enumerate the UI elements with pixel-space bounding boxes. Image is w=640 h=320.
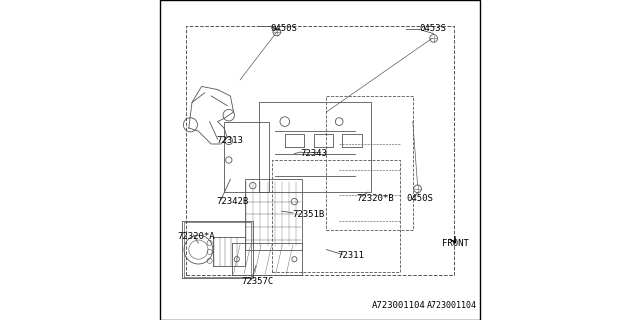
Text: FRONT: FRONT (442, 239, 468, 248)
Text: 0450S: 0450S (270, 24, 297, 33)
Text: 72313: 72313 (216, 136, 243, 145)
Text: 72342B: 72342B (216, 197, 248, 206)
Text: A723001104: A723001104 (372, 301, 426, 310)
Text: 72311: 72311 (338, 252, 364, 260)
Text: 0450S: 0450S (406, 194, 433, 203)
Text: 72320*B: 72320*B (357, 194, 394, 203)
Text: 72357C: 72357C (242, 277, 274, 286)
Text: 72351B: 72351B (292, 210, 325, 219)
Text: 72320*A: 72320*A (178, 232, 215, 241)
Text: 0453S: 0453S (419, 24, 446, 33)
Text: A723001104: A723001104 (427, 301, 477, 310)
Text: 72343: 72343 (301, 149, 328, 158)
